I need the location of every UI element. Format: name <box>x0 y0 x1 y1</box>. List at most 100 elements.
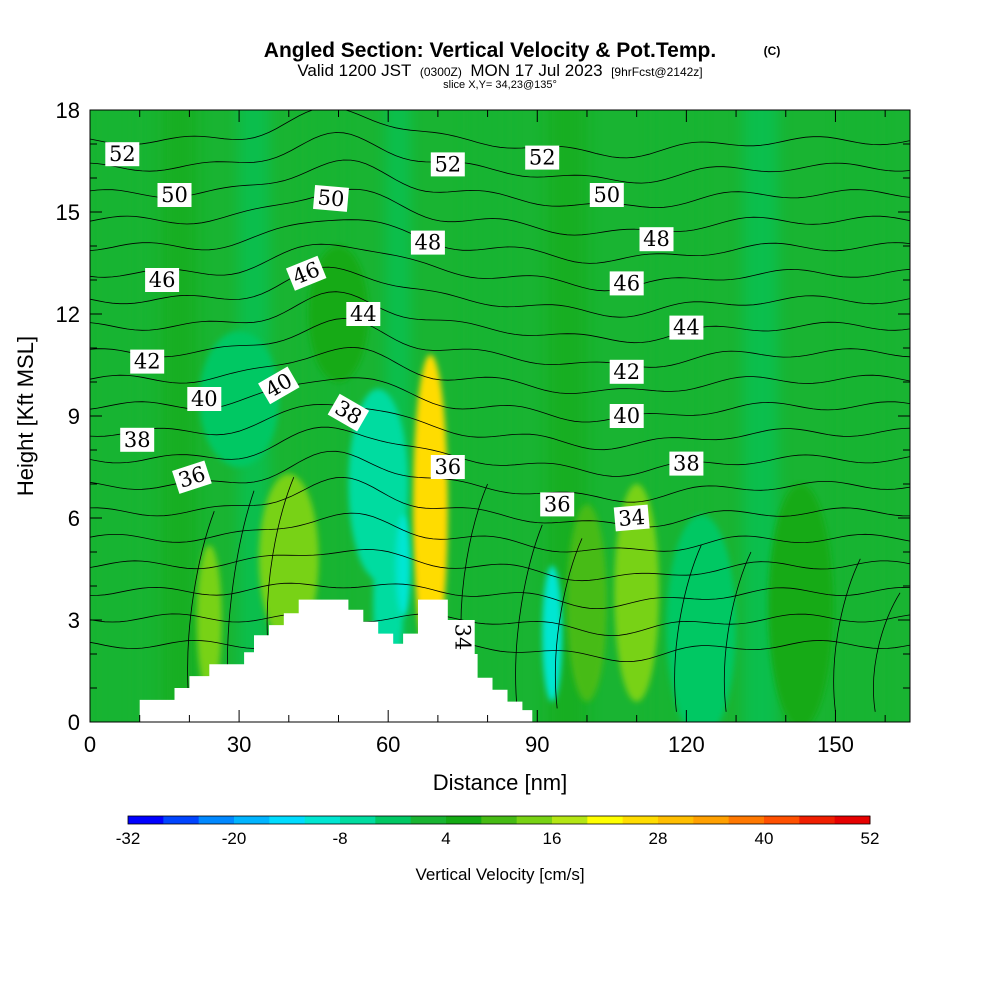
velocity-cell <box>567 504 607 702</box>
theta-contour <box>833 558 861 712</box>
contour-label-text: 48 <box>415 231 442 255</box>
contour-label-box <box>639 227 674 252</box>
theta-contour <box>873 592 901 712</box>
theta-contour <box>90 549 910 582</box>
colorbar-swatch <box>552 816 588 824</box>
colorbar-swatch <box>340 816 376 824</box>
x-tick-label: 150 <box>817 732 854 757</box>
valid-prefix: Valid 1200 JST <box>297 61 411 80</box>
theta-contour-label: 46 <box>609 271 644 296</box>
theta-contours <box>90 110 910 712</box>
theta-contour <box>90 426 910 477</box>
colorbar-frame <box>127 815 871 825</box>
contour-label-text: 40 <box>191 387 218 411</box>
theta-contour <box>90 219 910 264</box>
contour-label-text: 44 <box>673 316 700 340</box>
valid-date: MON 17 Jul 2023 <box>470 61 602 80</box>
valid-forecast: [9hrFcst@2142z] <box>611 65 703 79</box>
velocity-cell <box>199 331 279 467</box>
valid-utc: (0300Z) <box>420 65 462 79</box>
contour-label-box <box>430 455 465 479</box>
x-tick-label: 90 <box>525 732 549 757</box>
contour-label-text: 46 <box>149 268 176 292</box>
theta-contour-label: 38 <box>327 393 370 432</box>
y-tick-label: 0 <box>68 710 80 735</box>
y-tick-label: 12 <box>56 302 80 327</box>
contour-label-box <box>346 302 381 326</box>
theta-contour-label: 48 <box>639 227 674 252</box>
velocity-cell <box>542 565 563 702</box>
theta-contour <box>90 132 910 184</box>
contour-label-box <box>313 184 349 212</box>
contour-label-box <box>540 492 575 517</box>
vertical-velocity-cells <box>196 246 833 722</box>
theta-contour <box>90 318 910 368</box>
x-tick-label: 60 <box>376 732 400 757</box>
plot-area: 5250464240383650464440384852363452504846… <box>90 110 910 722</box>
contour-label-text: 48 <box>643 227 670 251</box>
colorbar-tick-label: 52 <box>861 829 880 848</box>
background-band <box>840 110 881 722</box>
colorbar: -32 -20 -8 4 16 28 40 52 <box>116 815 880 848</box>
theta-contour-label: 42 <box>130 349 165 374</box>
contour-label-text: 36 <box>544 492 571 516</box>
theta-contour <box>266 477 295 658</box>
contour-label-text: 44 <box>350 302 377 326</box>
x-axis: 0 30 60 90 120 150 <box>84 110 886 757</box>
slice-info: slice X,Y= 34,23@135° <box>443 79 557 91</box>
theta-contour-label: 48 <box>410 230 445 255</box>
theta-contour-label: 34 <box>613 504 650 532</box>
contour-label-text: 46 <box>613 271 640 295</box>
contour-label-text: 52 <box>434 152 461 176</box>
colorbar-swatch <box>198 816 235 824</box>
contour-label-box <box>430 152 465 177</box>
theta-contour <box>90 404 910 451</box>
contour-label-box <box>130 349 165 374</box>
contour-label-box <box>450 620 475 654</box>
y-tick-label: 9 <box>68 404 80 429</box>
contour-label-text: 52 <box>109 142 136 166</box>
theta-contour <box>90 582 910 610</box>
contour-label-box <box>187 387 222 411</box>
contour-label-text: 38 <box>124 428 151 452</box>
theta-contour <box>90 159 910 209</box>
colorbar-tick-label: -20 <box>222 829 247 848</box>
contour-label-box <box>609 271 644 296</box>
velocity-cell <box>666 514 737 722</box>
theta-contour <box>90 476 910 528</box>
contour-label-text: 40 <box>613 404 640 428</box>
theta-contour <box>90 639 910 663</box>
theta-contour-labels: 5250464240383650464440384852363452504846… <box>105 142 704 654</box>
theta-contour <box>515 524 543 712</box>
x-tick-label: 30 <box>227 732 251 757</box>
terrain-mask <box>139 599 533 722</box>
theta-contour <box>90 188 910 236</box>
theta-contour <box>90 243 910 292</box>
contour-label-box <box>410 230 445 255</box>
colorbar-swatch <box>658 816 694 824</box>
colorbar-swatch <box>304 816 341 824</box>
colorbar-swatch <box>410 816 447 824</box>
theta-contour-label: 44 <box>669 315 704 340</box>
colorbar-swatch <box>622 816 659 824</box>
colorbar-tick-label: 4 <box>441 829 450 848</box>
contour-label-box <box>120 427 155 452</box>
y-tick-label: 18 <box>56 98 80 123</box>
theta-contour <box>90 346 910 394</box>
theta-contour-label: 38 <box>669 451 704 476</box>
theta-contour-label: 36 <box>430 455 465 479</box>
theta-contour-label: 42 <box>609 359 644 384</box>
theta-contour-label: 52 <box>430 152 465 177</box>
contour-label-box <box>172 460 212 494</box>
theta-contour <box>90 613 910 637</box>
colorbar-swatch <box>375 816 412 824</box>
theta-contour <box>723 551 752 712</box>
contour-label-box <box>669 451 704 476</box>
theta-contour <box>90 450 910 503</box>
contour-label-box <box>589 183 624 207</box>
colorbar-swatch <box>163 816 200 824</box>
theta-contour-label: 44 <box>346 302 381 326</box>
colorbar-swatch <box>587 816 624 824</box>
